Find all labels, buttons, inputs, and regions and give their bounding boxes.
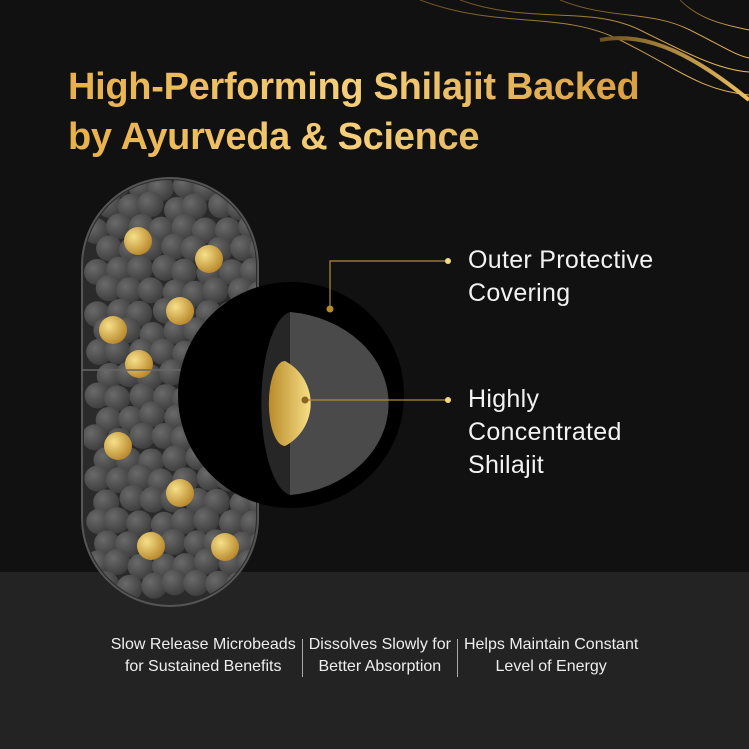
callout-text: Shilajit [468, 451, 545, 479]
gray-bead [116, 277, 143, 304]
gray-bead [84, 382, 111, 409]
feature-text: Level of Energy [495, 658, 607, 675]
feature-text: Better Absorption [318, 658, 442, 675]
gray-bead [104, 338, 131, 365]
feature-item: Dissolves Slowly for Better Absorption [303, 634, 457, 678]
gold-bead [137, 532, 165, 560]
gray-bead [127, 255, 154, 282]
gray-bead [162, 445, 189, 472]
gold-swirl-decoration [419, 0, 749, 102]
title-line-2: by Ayurveda & Science [68, 116, 480, 158]
callout-text: Covering [468, 279, 571, 307]
title-line-1: High-Performing Shilajit Backed [68, 66, 640, 108]
gray-bead [151, 423, 178, 450]
gray-bead [103, 548, 130, 575]
divider [456, 639, 458, 677]
gray-bead [139, 401, 166, 428]
gray-bead [239, 257, 256, 284]
callout-outer-covering: Outer Protective Covering [468, 244, 653, 310]
callout-text: Concentrated [468, 418, 622, 446]
gray-bead [249, 570, 256, 597]
gray-bead [171, 214, 198, 241]
gray-bead [149, 338, 176, 365]
gray-bead [171, 508, 198, 535]
gray-bead [95, 275, 122, 302]
gray-bead [158, 359, 185, 386]
callout-text: Outer Protective [468, 246, 654, 274]
gray-bead [117, 193, 144, 220]
gray-bead [202, 277, 229, 304]
gray-bead [127, 464, 154, 491]
gray-bead [250, 192, 256, 219]
feature-item: Slow Release Microbeads for Sustained Be… [105, 634, 302, 678]
gold-bead [166, 297, 194, 325]
callout-shilajit-core: Highly Concentrated Shilajit [468, 383, 622, 482]
gray-bead [172, 180, 199, 199]
gray-bead [84, 180, 111, 200]
feature-text: Slow Release Microbeads [110, 636, 296, 653]
gray-bead [137, 191, 164, 218]
gray-bead [161, 233, 188, 260]
gray-bead [96, 235, 123, 262]
gold-bead [195, 245, 223, 273]
feature-text: Helps Maintain Constant [463, 636, 639, 653]
page-title: High-Performing Shilajit Backed by Ayurv… [68, 62, 639, 162]
gray-bead [104, 180, 131, 198]
gold-bead [211, 533, 239, 561]
gray-bead [86, 338, 113, 365]
feature-list: Slow Release Microbeads for Sustained Be… [0, 634, 749, 678]
gold-bead [104, 432, 132, 460]
gray-bead [161, 569, 188, 596]
gray-bead [84, 424, 108, 451]
gray-bead [126, 510, 153, 537]
gray-bead [106, 213, 133, 240]
gray-bead [105, 467, 132, 494]
gray-bead [181, 193, 208, 220]
gold-bead [99, 316, 127, 344]
callout-lines [305, 260, 448, 401]
gray-bead [127, 553, 154, 580]
gray-bead [230, 234, 256, 261]
callout-text: Highly [468, 385, 540, 413]
bottom-band [0, 572, 749, 749]
feature-item: Helps Maintain Constant Level of Energy [458, 634, 644, 678]
feature-text: Dissolves Slowly for [308, 636, 451, 653]
gray-bead [103, 507, 130, 534]
gray-bead [214, 217, 241, 244]
gold-bead [166, 479, 194, 507]
divider [301, 639, 303, 677]
gray-bead [84, 465, 111, 492]
feature-text: for Sustained Benefits [124, 658, 282, 675]
gray-bead [160, 529, 187, 556]
gold-bead [124, 227, 152, 255]
gray-bead [218, 509, 245, 536]
gray-bead [139, 486, 166, 513]
gray-bead [238, 180, 256, 198]
gray-bead [104, 385, 131, 412]
gray-bead [217, 180, 244, 197]
gray-bead [129, 422, 156, 449]
gray-bead [119, 485, 146, 512]
gray-bead [183, 569, 210, 596]
gray-bead [226, 194, 253, 221]
gray-bead [225, 572, 252, 599]
gray-bead [141, 572, 168, 599]
gray-bead [95, 406, 122, 433]
gray-bead [152, 384, 179, 411]
gray-bead [240, 510, 256, 537]
gray-bead [193, 506, 220, 533]
gray-bead [171, 258, 198, 285]
gray-bead [137, 277, 164, 304]
gold-bead [125, 350, 153, 378]
microbead-cross-section [178, 282, 404, 508]
